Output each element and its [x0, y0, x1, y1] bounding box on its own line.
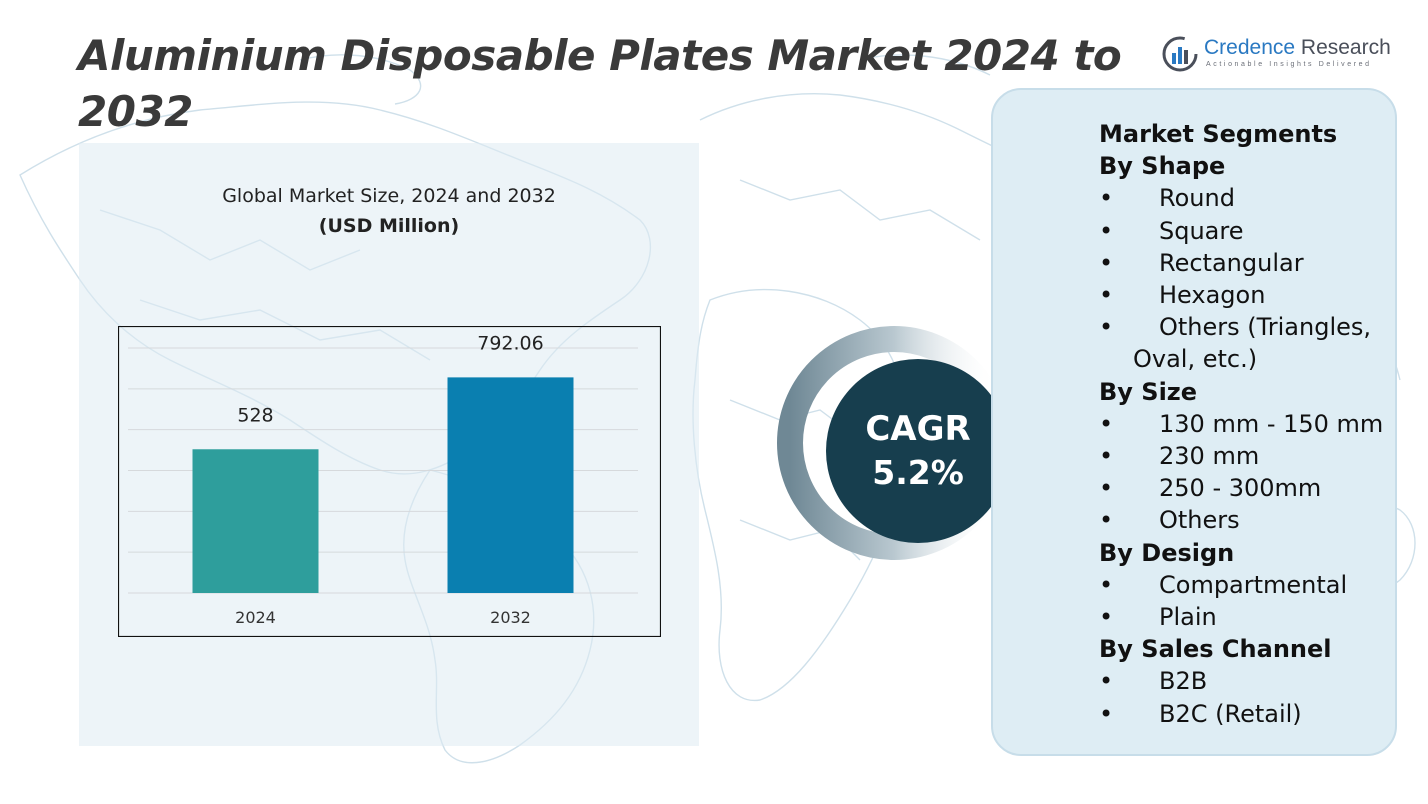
brand-logo: Credence Research Actionable Insights De… [1162, 36, 1402, 76]
segment-item: • B2C (Retail) [1099, 698, 1419, 730]
value-label-2032: 792.06 [477, 332, 543, 354]
segment-item: • Others [1099, 504, 1419, 536]
segments-panel [991, 88, 1397, 756]
bullet-icon: • [1099, 409, 1114, 438]
bullet-icon: • [1099, 667, 1114, 696]
cagr-label: CAGR [865, 409, 971, 449]
segment-item: • Plain [1099, 601, 1419, 633]
bullet-icon: • [1099, 281, 1114, 310]
segment-group-title: By Sales Channel [1099, 635, 1332, 664]
bar-2032 [447, 377, 574, 593]
tick-label-2032: 2032 [490, 608, 531, 627]
bullet-icon: • [1099, 570, 1114, 599]
bar-chart: 528 2024 792.06 2032 [118, 326, 661, 637]
cagr-badge: CAGR 5.2% [826, 359, 1010, 543]
bullet-icon: • [1099, 313, 1114, 342]
segment-item: • Compartmental [1099, 569, 1419, 601]
bullet-icon: • [1099, 699, 1114, 728]
chart-frame [118, 326, 661, 637]
chart-subtitle: (USD Million) [318, 215, 460, 237]
chart-title: Global Market Size, 2024 and 2032 [222, 185, 556, 207]
page-title: Aluminium Disposable Plates Market 2024 … [78, 31, 1122, 136]
bullet-icon: • [1099, 442, 1114, 471]
logo-icon [1162, 36, 1198, 72]
segments-list: Market Segments By Shape • Round • Square … [1099, 118, 1419, 730]
segment-item: • 250 - 300mm [1099, 472, 1419, 504]
logo-name: Credence Research [1204, 36, 1391, 59]
value-label-2024: 528 [237, 404, 273, 426]
segment-group-title: By Design [1099, 538, 1235, 567]
logo-tagline: Actionable Insights Delivered [1206, 61, 1372, 68]
segment-item: • 230 mm [1099, 440, 1419, 472]
segment-item: • Hexagon [1099, 279, 1419, 311]
bullet-icon: • [1099, 248, 1114, 277]
tick-label-2024: 2024 [235, 608, 276, 627]
bullet-icon: • [1099, 184, 1114, 213]
segment-item: • Round [1099, 182, 1419, 214]
segment-group-title: By Shape [1099, 152, 1226, 181]
chart-panel: Global Market Size, 2024 and 2032 (USD M… [79, 143, 699, 746]
bullet-icon: • [1099, 474, 1114, 503]
segment-group-title: By Size [1099, 377, 1198, 406]
segments-heading: Market Segments [1099, 120, 1338, 148]
segment-item: • B2B [1099, 665, 1419, 697]
bullet-icon: • [1099, 216, 1114, 245]
bar-2024 [192, 449, 319, 593]
segment-item: • Rectangular [1099, 247, 1419, 279]
segment-item: • 130 mm - 150 mm [1099, 408, 1419, 440]
bullet-icon: • [1099, 603, 1114, 632]
segment-item-wrapped: • Others (Triangles, Oval, etc.) [1099, 313, 1372, 374]
bullet-icon: • [1099, 506, 1114, 535]
cagr-value: 5.2% [872, 453, 964, 492]
segment-item: • Square [1099, 215, 1419, 247]
